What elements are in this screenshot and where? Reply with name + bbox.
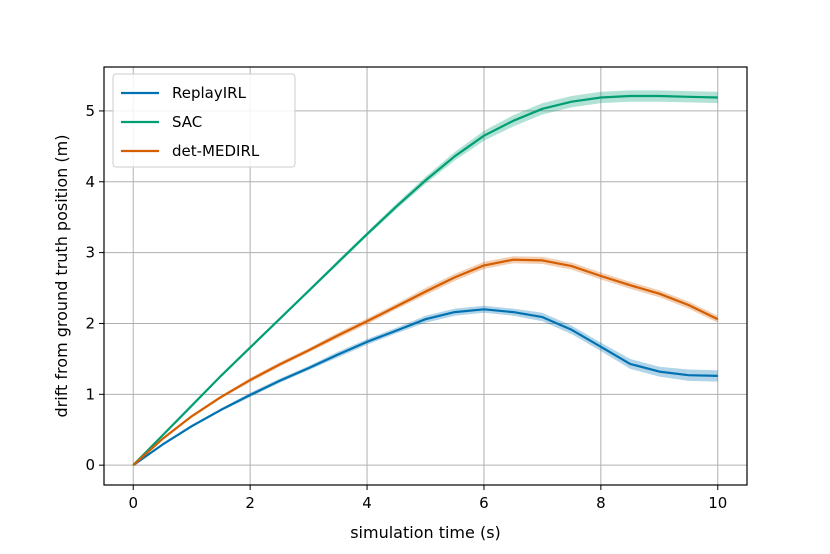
y-axis-label: drift from ground truth position (m) bbox=[52, 135, 71, 418]
axis-ticks bbox=[99, 110, 719, 490]
legend-box bbox=[112, 73, 296, 168]
x-tick-label: 4 bbox=[362, 494, 372, 512]
series-line-det-medirl bbox=[132, 258, 719, 467]
series-lines bbox=[132, 94, 719, 467]
y-tick-label: 3 bbox=[85, 244, 95, 262]
x-tick-label: 6 bbox=[479, 494, 489, 512]
legend-label: ReplayIRL bbox=[172, 84, 247, 102]
x-axis-label: simulation time (s) bbox=[350, 523, 501, 542]
legend: ReplayIRL SAC det-MEDIRL bbox=[112, 73, 296, 168]
x-tick-label: 8 bbox=[596, 494, 606, 512]
y-tick-labels: 0 1 2 3 4 5 bbox=[85, 102, 95, 474]
x-tick-labels: 0 2 4 6 8 10 bbox=[128, 494, 727, 512]
series-line-replayirl bbox=[132, 308, 718, 467]
y-tick-label: 1 bbox=[85, 385, 95, 403]
series-line-sac bbox=[132, 94, 718, 466]
y-tick-label: 4 bbox=[85, 173, 95, 191]
y-tick-label: 2 bbox=[85, 314, 95, 332]
y-tick-label: 0 bbox=[85, 456, 95, 474]
y-tick-label: 5 bbox=[85, 102, 95, 120]
legend-label: det-MEDIRL bbox=[172, 142, 260, 160]
axes-frame bbox=[103, 66, 748, 486]
x-tick-label: 2 bbox=[245, 494, 255, 512]
legend-label: SAC bbox=[172, 113, 202, 131]
x-tick-label: 10 bbox=[708, 494, 727, 512]
x-tick-label: 0 bbox=[128, 494, 138, 512]
